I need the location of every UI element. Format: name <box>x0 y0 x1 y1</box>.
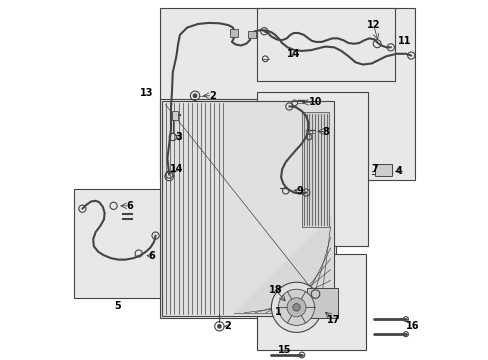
Circle shape <box>278 289 314 325</box>
Text: 14: 14 <box>169 163 183 174</box>
Bar <box>257 92 367 246</box>
Text: 16: 16 <box>405 321 418 331</box>
Bar <box>160 99 335 318</box>
Bar <box>74 189 160 298</box>
Circle shape <box>217 324 221 328</box>
Text: 7: 7 <box>370 163 377 174</box>
Bar <box>230 30 238 37</box>
Bar <box>162 101 333 316</box>
Circle shape <box>271 282 321 332</box>
Text: 13: 13 <box>140 88 153 98</box>
Text: 18: 18 <box>269 285 282 296</box>
Text: 11: 11 <box>398 36 411 46</box>
Bar <box>257 253 366 350</box>
Circle shape <box>193 94 196 98</box>
Bar <box>247 31 255 39</box>
Text: 8: 8 <box>322 127 329 136</box>
Circle shape <box>286 298 305 317</box>
Text: 6: 6 <box>147 251 154 261</box>
Text: 3: 3 <box>176 132 182 142</box>
Bar <box>301 112 328 226</box>
Bar <box>171 111 178 120</box>
Text: 4: 4 <box>394 166 401 176</box>
Text: 2: 2 <box>208 91 215 101</box>
Bar <box>306 288 337 318</box>
Text: 15: 15 <box>277 345 291 355</box>
Polygon shape <box>233 216 330 313</box>
Text: 5: 5 <box>114 301 121 311</box>
Circle shape <box>292 303 300 311</box>
Bar <box>257 8 394 81</box>
Text: 9: 9 <box>296 186 303 196</box>
Text: 12: 12 <box>366 20 380 30</box>
Text: 2: 2 <box>224 321 230 331</box>
Bar <box>375 164 391 176</box>
Text: 10: 10 <box>308 97 322 107</box>
Text: 1: 1 <box>275 307 282 317</box>
Text: 17: 17 <box>327 315 340 325</box>
Text: 14: 14 <box>286 49 300 59</box>
Bar <box>160 8 414 180</box>
Text: 6: 6 <box>126 201 133 211</box>
